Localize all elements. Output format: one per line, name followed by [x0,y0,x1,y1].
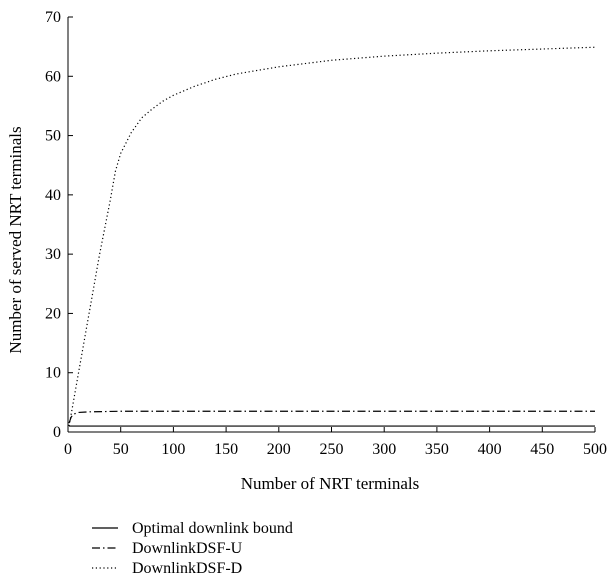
y-tick-label: 70 [45,9,61,26]
y-tick-label: 10 [45,365,61,382]
x-tick-label: 150 [214,441,238,458]
x-tick-label: 0 [64,441,72,458]
x-tick-label: 300 [372,441,396,458]
axes [67,17,595,433]
x-tick-label: 100 [161,441,185,458]
y-tick-label: 0 [53,424,61,441]
x-tick-label: 50 [113,441,129,458]
legend-label-2: DownlinkDSF-U [132,540,243,557]
y-tick-label: 50 [45,128,61,145]
x-tick-label: 200 [267,441,291,458]
y-tick-label: 40 [45,187,61,204]
legend-label-1: Optimal downlink bound [132,520,293,537]
series-line-3 [68,46,596,427]
x-tick-label: 500 [583,441,607,458]
series-layer [68,46,596,427]
x-tick-label: 450 [530,441,554,458]
y-tick-label: 30 [45,246,61,263]
x-tick-label: 350 [425,441,449,458]
y-axis-label: Number of served NRT terminals [6,126,25,353]
ticks: 0 50 100 150 200 250 300 350 400 450 500 0 10 20 30 40 5… [45,9,607,458]
y-tick-label: 20 [45,305,61,322]
legend: Optimal downlink bound DownlinkDSF-U Downl… [92,520,293,577]
series-line-2 [68,410,595,424]
y-tick-label: 60 [45,68,61,85]
x-tick-label: 250 [320,441,344,458]
x-axis-label: Number of NRT terminals [241,474,420,493]
x-tick-label: 400 [478,441,502,458]
legend-label-3: DownlinkDSF-D [132,560,242,577]
